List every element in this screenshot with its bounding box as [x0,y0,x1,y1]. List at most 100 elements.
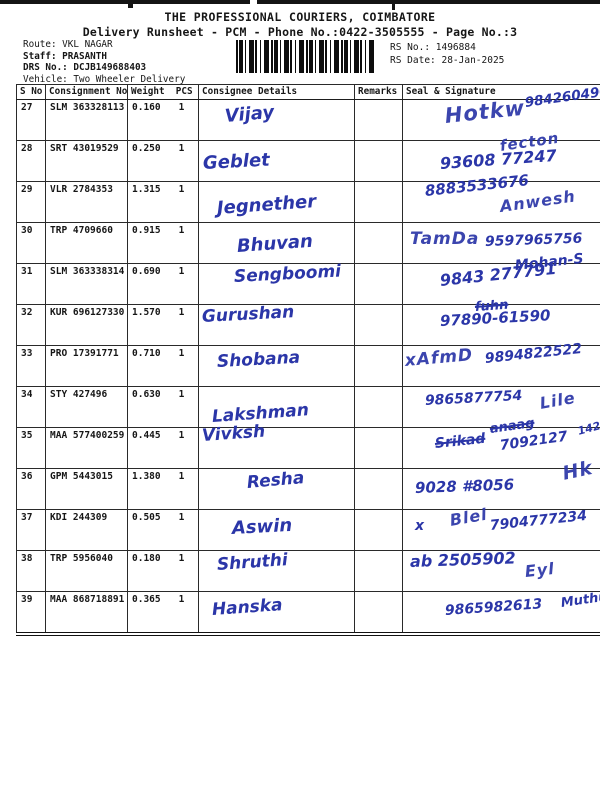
cell-seal-signature: xAfmD 9894822522 [402,341,600,387]
seal-signature: Hotkw [443,95,527,128]
cell-sno: 34 [16,386,46,428]
cell-weight-pcs: 1.380 1 [127,468,199,510]
info-line: Staff: PRASANTH [23,50,107,62]
runsheet-table-body: 27 SLM 363328113 0.160 1 Vijay Hotkw 98426… [16,82,600,635]
cell-sno: 27 [16,99,46,141]
cell-consignment-no: MAA 868718891 [45,591,128,635]
cell-remarks [354,304,403,346]
seal-signature: 93608 77247 [439,145,558,173]
rs-info-block: RS No.: 1496884 RS Date: 28-Jan-2025 [390,41,504,67]
table-row: 38 TRP 5956040 0.180 1 Shruthi ab 2505902… [16,548,600,592]
cell-consignee-details: Lakshman [198,386,355,428]
cell-consignee-details: Resha [198,468,355,510]
header-cell: Weight PCS [127,84,199,100]
consignee-signature: Shobana [216,347,301,372]
cell-consignee-details: Bhuvan [198,222,355,264]
cell-consignee-details: Shruthi [198,550,355,592]
scan-artifact-top [0,0,600,4]
seal-signature: Srikad [434,430,487,452]
cell-consignee-details: Geblet [198,140,355,182]
cell-seal-signature: fecton 93608 77247 [402,129,600,182]
cell-consignment-no: VLR 2784353 [45,181,128,223]
seal-signature: 9865982613 [444,596,543,619]
table-row: 39 MAA 868718891 0.365 1 Hanska 986598261… [16,590,600,635]
cell-consignment-no: GPM 5443015 [45,468,128,510]
cell-seal-signature: 9865982613 Muthu [402,590,600,635]
cell-remarks [354,99,403,141]
table-row: 35 MAA 577400259 0.445 1 Vivksh anaag Srik… [16,416,600,469]
cell-consignee-details: Shobana [198,345,355,387]
seal-signature: 7904777234 [489,507,588,534]
consignee-signature: Jegnether [216,191,317,219]
cell-sno: 31 [16,263,46,305]
cell-seal-signature: x Blel 7904777234 [402,505,600,551]
consignee-signature: Shruthi [216,550,289,575]
seal-signature: 9865877754 [424,387,523,409]
cell-consignee-details: Jegnether [198,181,355,223]
table-row: 33 PRO 17391771 0.710 1 Shobana xAfmD 9894… [16,341,600,387]
cell-seal-signature: 8883533676 Anwesh [402,171,600,223]
route-info-block: Route: VKL NAGAR Staff: PRASANTH DRS No.: … [23,39,185,85]
cell-consignment-no: KUR 696127330 [45,304,128,346]
cell-consignment-no: SLM 363328113 [45,99,128,141]
cell-consignment-no: SLM 363338314 [45,263,128,305]
cell-sno: 33 [16,345,46,387]
cell-remarks [354,550,403,592]
cell-weight-pcs: 0.630 1 [127,386,199,428]
header-cell: Seal & Signature [402,84,600,100]
cell-weight-pcs: 1.315 1 [127,181,199,223]
cell-seal-signature: anaag Srikad 7092127 142 [402,416,600,469]
cell-consignment-no: MAA 577400259 [45,427,128,469]
cell-consignee-details: Hanska [198,591,355,635]
table-row: 28 SRT 43019529 0.250 1 Geblet fecton 9360… [16,129,600,182]
cell-consignment-no: PRO 17391771 [45,345,128,387]
cell-remarks [354,591,403,635]
company-title: THE PROFESSIONAL COURIERS, COIMBATORE [164,10,436,24]
info-line: DRS No.: DCJB149688403 [23,62,147,74]
table-header-row: S No Consignment No Weight PCS Consignee De… [16,84,600,100]
table-row: 32 KUR 696127330 1.570 1 Gurushan fuhn 978… [16,298,600,346]
seal-signature: Anwesh [498,186,577,216]
cell-remarks [354,140,403,182]
scan-artifact-gap [250,0,257,4]
cell-remarks [354,427,403,469]
cell-remarks [354,386,403,428]
seal-signature: x [415,518,425,534]
cell-consignment-no: KDI 244309 [45,509,128,551]
cell-seal-signature: Mohan-S 9843 277791 [402,251,600,305]
seal-signature: 9597965756 [484,230,583,250]
cell-weight-pcs: 0.180 1 [127,550,199,592]
cell-remarks [354,181,403,223]
cell-remarks [354,345,403,387]
cell-weight-pcs: 1.570 1 [127,304,199,346]
seal-signature: 7092127 [498,428,569,454]
cell-consignment-no: TRP 4709660 [45,222,128,264]
cell-sno: 36 [16,468,46,510]
cell-consignment-no: SRT 43019529 [45,140,128,182]
cell-sno: 30 [16,222,46,264]
cell-seal-signature: Hotkw 9842604909 [402,82,600,141]
seal-signature: 9028 #8056 [414,475,515,497]
seal-signature: Lile [538,387,578,413]
seal-signature: xAfmD [404,345,474,371]
rs-line: RS No.: 1496884 [390,42,476,53]
info-line: Vehicle: Two Wheeler Delivery [23,73,186,85]
seal-signature: Eyl [523,558,556,581]
scan-artifact-tick [128,0,133,8]
consignee-signature: Geblet [202,149,271,174]
cell-consignee-details: Sengboomi [198,261,355,305]
cell-remarks [354,222,403,264]
table-row: 31 SLM 363338314 0.690 1 Sengboomi Mohan-… [16,251,600,305]
rs-line: RS Date: 28-Jan-2025 [390,55,505,66]
cell-consignee-details: Vijay [198,99,355,141]
cell-weight-pcs: 0.160 1 [127,99,199,141]
consignee-signature: Aswin [231,514,293,539]
cell-weight-pcs: 0.250 1 [127,140,199,182]
header-cell: S No [16,84,46,100]
table-row: 37 KDI 244309 0.505 1 Aswin x Blel 79047772… [16,505,600,551]
cell-seal-signature: TamDa 9597965756 [402,222,600,264]
header-cell: Remarks [354,84,403,100]
consignee-signature: Resha [246,468,306,493]
seal-signature: 9894822522 [484,340,583,367]
